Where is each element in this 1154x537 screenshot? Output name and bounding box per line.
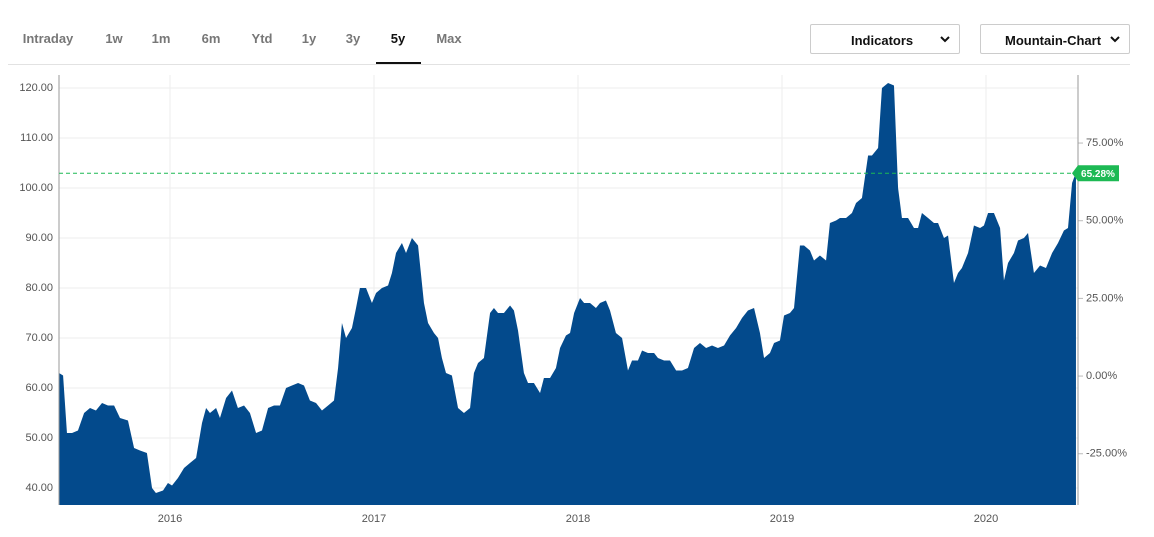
range-tab[interactable]: Intraday — [22, 31, 74, 46]
y2-tick-label: 75.00% — [1086, 137, 1124, 149]
x-tick-label: 2019 — [770, 513, 794, 525]
chart-type-button[interactable]: Mountain-Chart — [980, 24, 1130, 54]
selected-underline — [376, 62, 421, 64]
range-tab[interactable]: 6m — [201, 31, 221, 46]
range-tab[interactable]: 5y — [390, 31, 406, 46]
y2-tick-label: 25.00% — [1086, 292, 1124, 304]
chevron — [940, 36, 950, 43]
indicators-button[interactable]: Indicators — [810, 24, 960, 54]
y-tick-label: 110.00 — [20, 132, 53, 144]
y2-tick-label: 0.00% — [1086, 370, 1117, 382]
chevron — [1110, 36, 1120, 43]
y-tick-label: 120.00 — [19, 82, 53, 94]
y-tick-label: 80.00 — [25, 282, 53, 294]
y-tick-label: 90.00 — [25, 232, 53, 244]
badge — [1072, 165, 1119, 182]
range-tab[interactable]: 1y — [301, 31, 317, 46]
y-tick-label: 100.00 — [19, 182, 53, 194]
y2-tick-label: 50.00% — [1086, 215, 1124, 227]
y-tick-label: 50.00 — [25, 432, 53, 444]
x-tick-label: 2018 — [566, 513, 590, 525]
x-tick-label: 2017 — [362, 513, 386, 525]
range-tab[interactable]: 1w — [105, 31, 123, 46]
y2-tick-label: -25.00% — [1086, 448, 1127, 460]
range-tab[interactable]: Max — [436, 31, 462, 46]
range-tab[interactable]: 3y — [345, 31, 361, 46]
y-tick-label: 40.00 — [25, 482, 53, 494]
range-tab[interactable]: Ytd — [251, 31, 273, 46]
y-tick-label: 60.00 — [25, 382, 53, 394]
button-label: Indicators — [851, 33, 914, 48]
separator — [8, 64, 1130, 65]
badge-label: 65.28% — [1081, 169, 1115, 180]
range-tab[interactable]: 1m — [151, 31, 171, 46]
x-tick-label: 2020 — [974, 513, 998, 525]
area — [59, 83, 1076, 505]
button-label: Mountain-Chart — [1005, 33, 1102, 48]
y-tick-label: 70.00 — [25, 332, 53, 344]
x-tick-label: 2016 — [158, 513, 182, 525]
